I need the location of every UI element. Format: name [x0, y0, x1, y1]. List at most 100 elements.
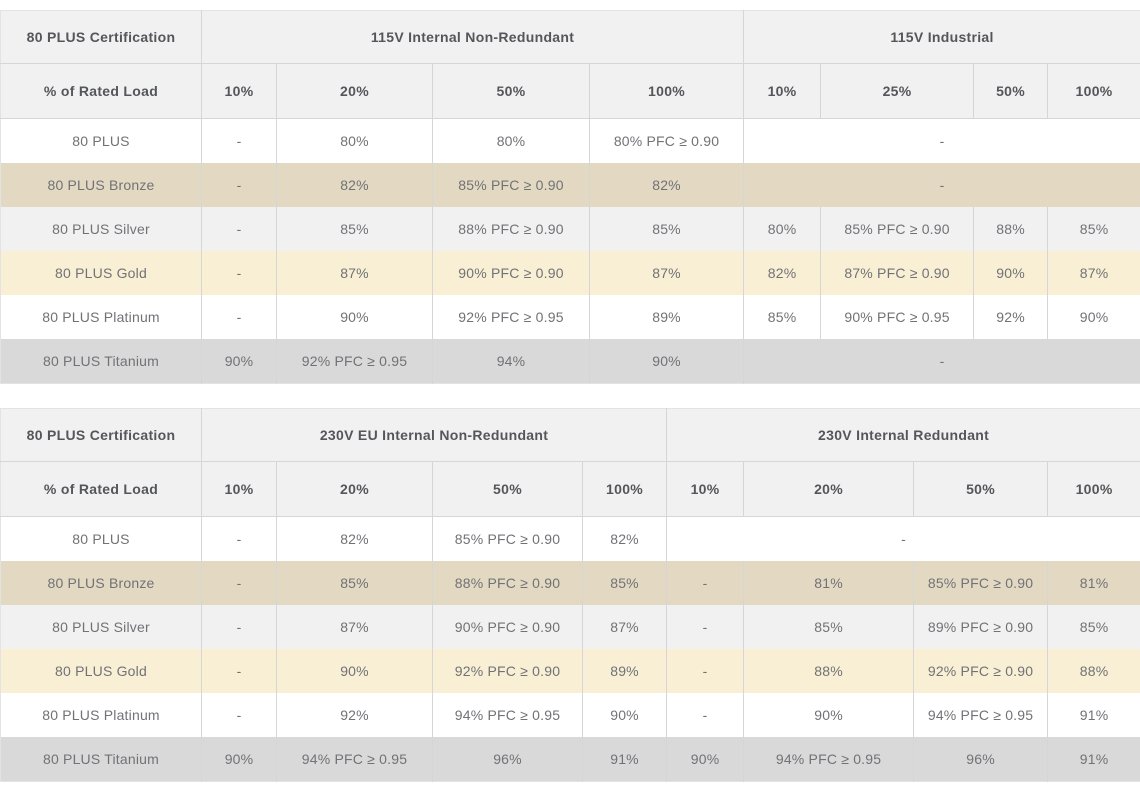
row-label: 80 PLUS Titanium	[1, 339, 202, 384]
table-row-titanium: 80 PLUS Titanium 90% 94% PFC ≥ 0.95 96% …	[1, 737, 1140, 782]
efficiency-table-115v: 80 PLUS Certification 115V Internal Non-…	[0, 10, 1140, 384]
cell: 94% PFC ≥ 0.95	[433, 693, 583, 737]
row-label: 80 PLUS Bronze	[1, 163, 202, 207]
cell: 90%	[277, 649, 433, 693]
load-col-header: 20%	[744, 462, 914, 517]
load-col-header: 10%	[202, 64, 277, 119]
row-label: 80 PLUS Titanium	[1, 737, 202, 782]
cell: 90% PFC ≥ 0.90	[433, 251, 590, 295]
table-row-silver: 80 PLUS Silver - 87% 90% PFC ≥ 0.90 87% …	[1, 605, 1140, 649]
cell: 88%	[1048, 649, 1140, 693]
merged-cell: -	[744, 163, 1140, 207]
cell: 85% PFC ≥ 0.90	[821, 207, 974, 251]
group-header-row: 80 PLUS Certification 115V Internal Non-…	[1, 11, 1140, 64]
cell: 96%	[433, 737, 583, 782]
cell: 94%	[433, 339, 590, 384]
cell: -	[202, 517, 277, 562]
cell: 92%	[974, 295, 1048, 339]
cell: -	[667, 649, 744, 693]
row-label: 80 PLUS Bronze	[1, 561, 202, 605]
cell: 85%	[744, 605, 914, 649]
table-row-platinum: 80 PLUS Platinum - 92% 94% PFC ≥ 0.95 90…	[1, 693, 1140, 737]
corner-header: 80 PLUS Certification	[1, 11, 202, 64]
row-label: 80 PLUS Gold	[1, 649, 202, 693]
load-header: % of Rated Load	[1, 64, 202, 119]
cell: 89%	[590, 295, 744, 339]
load-col-header: 10%	[667, 462, 744, 517]
load-col-header: 100%	[590, 64, 744, 119]
table-230v-header: 80 PLUS Certification 230V EU Internal N…	[1, 409, 1140, 517]
cell: 82%	[277, 517, 433, 562]
cell: 80%	[277, 119, 433, 164]
merged-cell: -	[744, 339, 1140, 384]
cell: 90%	[974, 251, 1048, 295]
cell: 82%	[277, 163, 433, 207]
group-header-row: 80 PLUS Certification 230V EU Internal N…	[1, 409, 1140, 462]
cell: -	[667, 561, 744, 605]
cell: -	[667, 605, 744, 649]
load-col-header: 100%	[1048, 462, 1140, 517]
cell: 88% PFC ≥ 0.90	[433, 207, 590, 251]
cell: 87%	[583, 605, 667, 649]
cell: 88%	[744, 649, 914, 693]
cell: 90%	[667, 737, 744, 782]
load-col-header: 100%	[1048, 64, 1140, 119]
cell: 94% PFC ≥ 0.95	[744, 737, 914, 782]
cell: 85% PFC ≥ 0.90	[914, 561, 1048, 605]
cell: 87%	[1048, 251, 1140, 295]
cell: 85%	[1048, 207, 1140, 251]
cell: -	[202, 605, 277, 649]
table-row-silver: 80 PLUS Silver - 85% 88% PFC ≥ 0.90 85% …	[1, 207, 1140, 251]
cell: 80%	[433, 119, 590, 164]
merged-cell: -	[744, 119, 1140, 164]
cell: 85%	[583, 561, 667, 605]
cell: 85%	[277, 207, 433, 251]
merged-cell: -	[667, 517, 1140, 562]
cell: 85%	[590, 207, 744, 251]
table-row-gold: 80 PLUS Gold - 87% 90% PFC ≥ 0.90 87% 82…	[1, 251, 1140, 295]
cell: 85% PFC ≥ 0.90	[433, 517, 583, 562]
cell: 90%	[202, 339, 277, 384]
row-label: 80 PLUS Platinum	[1, 693, 202, 737]
cell: 92% PFC ≥ 0.90	[914, 649, 1048, 693]
cell: 88%	[974, 207, 1048, 251]
cell: -	[202, 561, 277, 605]
table-115v-header: 80 PLUS Certification 115V Internal Non-…	[1, 11, 1140, 119]
row-label: 80 PLUS Silver	[1, 605, 202, 649]
cell: 85%	[744, 295, 821, 339]
load-header-row: % of Rated Load 10% 20% 50% 100% 10% 20%…	[1, 462, 1140, 517]
cell: 94% PFC ≥ 0.95	[914, 693, 1048, 737]
cell: 91%	[1048, 693, 1140, 737]
row-label: 80 PLUS Silver	[1, 207, 202, 251]
row-label: 80 PLUS	[1, 119, 202, 164]
table-row-gold: 80 PLUS Gold - 90% 92% PFC ≥ 0.90 89% - …	[1, 649, 1140, 693]
cell: 94% PFC ≥ 0.95	[277, 737, 433, 782]
cell: -	[667, 693, 744, 737]
load-col-header: 10%	[202, 462, 277, 517]
cell: 87%	[277, 605, 433, 649]
table-115v-body: 80 PLUS - 80% 80% 80% PFC ≥ 0.90 - 80 PL…	[1, 119, 1140, 384]
cell: -	[202, 119, 277, 164]
cell: -	[202, 649, 277, 693]
cell: 81%	[1048, 561, 1140, 605]
cell: 85%	[277, 561, 433, 605]
column-group-230v-eu-internal-non-redundant: 230V EU Internal Non-Redundant	[202, 409, 667, 462]
cell: 85% PFC ≥ 0.90	[433, 163, 590, 207]
load-header-row: % of Rated Load 10% 20% 50% 100% 10% 25%…	[1, 64, 1140, 119]
row-label: 80 PLUS Platinum	[1, 295, 202, 339]
cell: 90% PFC ≥ 0.90	[433, 605, 583, 649]
load-col-header: 50%	[433, 462, 583, 517]
table-row-80plus: 80 PLUS - 80% 80% 80% PFC ≥ 0.90 -	[1, 119, 1140, 164]
cell: 90%	[202, 737, 277, 782]
load-col-header: 10%	[744, 64, 821, 119]
cell: -	[202, 251, 277, 295]
cell: 85%	[1048, 605, 1140, 649]
table-row-80plus: 80 PLUS - 82% 85% PFC ≥ 0.90 82% -	[1, 517, 1140, 562]
row-label: 80 PLUS Gold	[1, 251, 202, 295]
cell: 90% PFC ≥ 0.95	[821, 295, 974, 339]
cell: 87%	[277, 251, 433, 295]
cell: 88% PFC ≥ 0.90	[433, 561, 583, 605]
cell: 92% PFC ≥ 0.90	[433, 649, 583, 693]
table-row-bronze: 80 PLUS Bronze - 85% 88% PFC ≥ 0.90 85% …	[1, 561, 1140, 605]
